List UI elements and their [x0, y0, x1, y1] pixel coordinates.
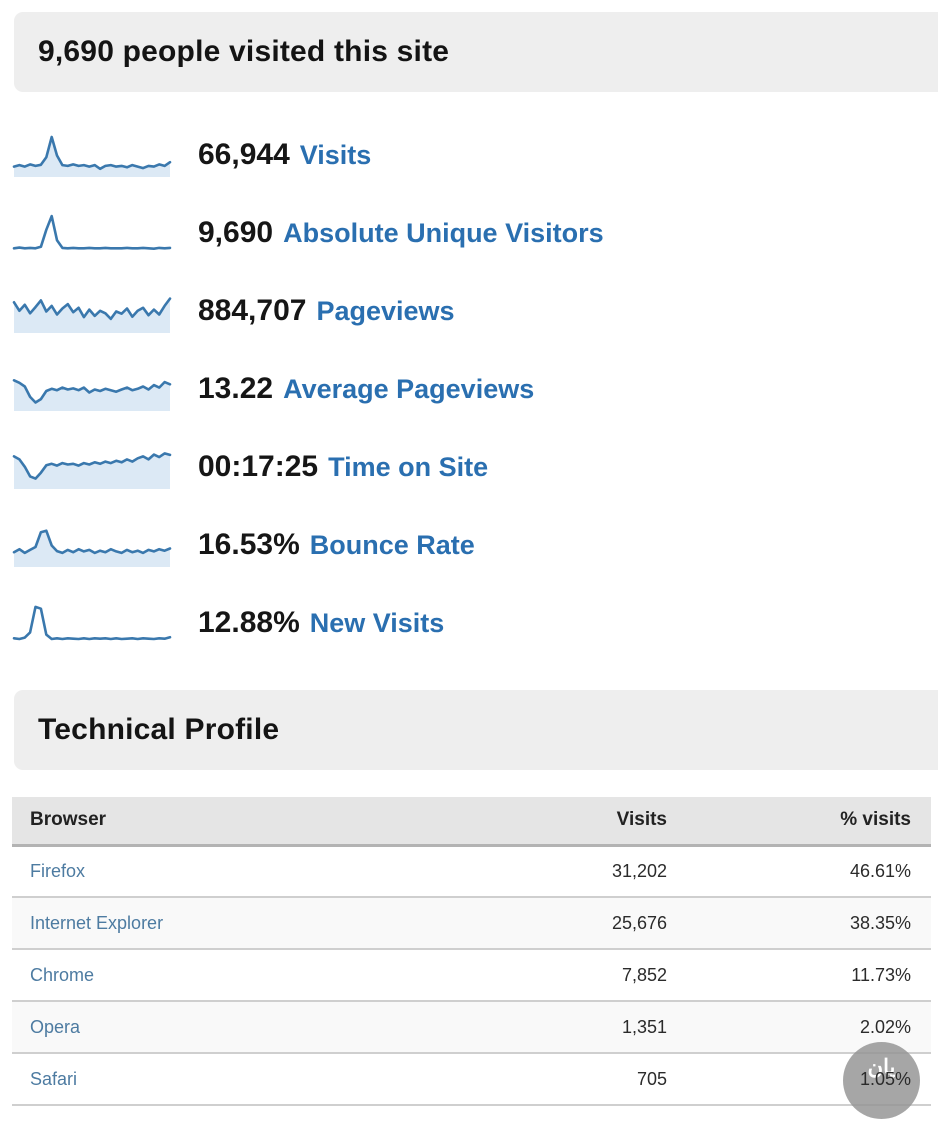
visits-cell: 7,852: [441, 948, 681, 1001]
metric-value: 12.88%: [198, 606, 300, 639]
percent-visits-cell: 1.05%: [681, 1052, 931, 1106]
metric-label-link[interactable]: Visits: [299, 140, 372, 170]
metric-row: 12.88% New Visits: [0, 584, 938, 662]
metric-row: 9,690 Absolute Unique Visitors: [0, 194, 938, 272]
metric-row: 884,707 Pageviews: [0, 272, 938, 350]
metric-label-link[interactable]: Pageviews: [316, 296, 455, 326]
sparkline-chart: [12, 379, 172, 411]
technical-profile-bar: Technical Profile: [14, 690, 938, 770]
column-header-browser: Browser: [12, 797, 441, 847]
browser-link[interactable]: Internet Explorer: [12, 896, 441, 949]
metric-text: 884,707 Pageviews: [198, 294, 455, 328]
sparkline-chart: [12, 452, 172, 489]
metric-label-link[interactable]: New Visits: [309, 608, 445, 638]
metric-value: 884,707: [198, 294, 307, 327]
browser-table: Browser Visits % visits Firefox 31,202 4…: [12, 797, 931, 1106]
table-row: Chrome 7,852 11.73%: [12, 948, 931, 1001]
metric-label-link[interactable]: Average Pageviews: [283, 374, 535, 404]
percent-visits-cell: 38.35%: [681, 896, 931, 949]
percent-visits-cell: 11.73%: [681, 948, 931, 1001]
percent-visits-cell: 46.61%: [849, 860, 911, 881]
table-row: Internet Explorer 25,676 38.35%: [12, 896, 931, 949]
metric-value: 66,944: [198, 138, 290, 171]
metric-row: 00:17:25 Time on Site: [0, 428, 938, 506]
table-row: Safari 705 1.05%: [12, 1052, 931, 1106]
sparkline-chart: [12, 529, 172, 567]
sparkline-chart: [12, 214, 172, 250]
metric-row: 66,944 Visits: [0, 116, 938, 194]
metric-value: 00:17:25: [198, 450, 319, 483]
metric-row: 13.22 Average Pageviews: [0, 350, 938, 428]
metric-label-link[interactable]: Absolute Unique Visitors: [283, 218, 604, 248]
metric-value: 9,690: [198, 216, 274, 249]
browser-link[interactable]: Opera: [12, 1000, 441, 1053]
visitors-header-bar: 9,690 people visited this site: [14, 12, 938, 92]
sparkline-chart: [12, 605, 172, 641]
browser-link[interactable]: Firefox: [30, 860, 86, 881]
sparkline-chart: [12, 135, 172, 177]
table-row: Firefox 31,202 46.61%: [12, 845, 931, 897]
visits-cell: 1,351: [441, 1000, 681, 1053]
percent-visits-cell: 2.02%: [681, 1000, 931, 1053]
metric-row: 16.53% Bounce Rate: [0, 506, 938, 584]
metric-text: 66,944 Visits: [198, 138, 371, 172]
metric-label-link[interactable]: Bounce Rate: [309, 530, 475, 560]
browser-link[interactable]: Chrome: [12, 948, 441, 1001]
visits-cell: 705: [441, 1052, 681, 1106]
visits-cell: 31,202: [611, 860, 667, 881]
metric-label-link[interactable]: Time on Site: [328, 452, 489, 482]
browser-table-wrap: Browser Visits % visits Firefox 31,202 4…: [12, 797, 931, 1106]
table-row: Opera 1,351 2.02%: [12, 1000, 931, 1053]
column-header-visits: Visits: [441, 797, 681, 847]
metric-value: 16.53%: [198, 528, 300, 561]
metric-text: 9,690 Absolute Unique Visitors: [198, 216, 604, 250]
technical-profile-title: Technical Profile: [38, 713, 280, 746]
table-header-row: Browser Visits % visits: [12, 797, 931, 847]
metric-text: 00:17:25 Time on Site: [198, 450, 488, 484]
column-header-percent-visits: % visits: [681, 797, 931, 847]
metric-value: 13.22: [198, 372, 274, 405]
metric-text: 16.53% Bounce Rate: [198, 528, 475, 562]
visitors-title: 9,690 people visited this site: [38, 35, 450, 68]
visits-cell: 25,676: [441, 896, 681, 949]
browser-link[interactable]: Safari: [12, 1052, 441, 1106]
metric-text: 13.22 Average Pageviews: [198, 372, 534, 406]
metrics-list: 66,944 Visits 9,690 Absolute Unique Visi…: [0, 116, 938, 662]
metric-text: 12.88% New Visits: [198, 606, 444, 640]
sparkline-chart: [12, 297, 172, 333]
